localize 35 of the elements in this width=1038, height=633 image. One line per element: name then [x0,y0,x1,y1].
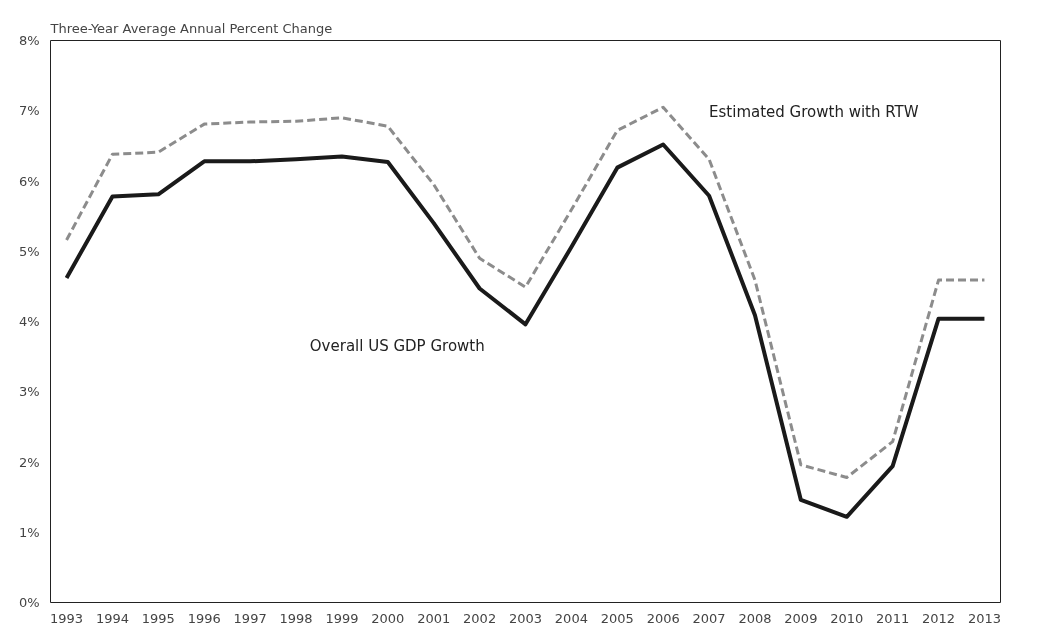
x-tick-label: 2010 [830,610,864,626]
x-tick-label: 2004 [554,610,588,626]
x-tick-label: 1996 [187,610,221,626]
x-tick-label: 2006 [646,610,680,626]
x-tick-label: 1997 [233,610,267,626]
x-tick-label: 2001 [417,610,451,626]
x-tick-label: 2008 [738,610,772,626]
x-tick-label: 2009 [784,610,818,626]
x-tick-label: 2000 [371,610,405,626]
y-tick-label: 8% [18,33,40,48]
x-tick-label: 1995 [141,610,175,626]
y-tick-label: 5% [18,243,40,259]
x-tick-label: 2003 [508,610,543,626]
y-tick-label: 4% [18,314,40,329]
series-label: Estimated Growth with RTW [709,102,919,121]
line-series [64,142,987,519]
x-tick-label: 1994 [95,610,130,626]
y-tick-label: 1% [18,524,40,540]
text: Overall US GDP Growth [309,337,485,356]
x-tick-label: 2005 [600,610,634,626]
x-tick-label: 1999 [325,610,359,626]
y-tick-label: 7% [18,103,40,119]
x-tick-label: 2013 [967,610,1001,626]
y-tick-label: 3% [18,384,40,400]
y-tick-label: 6% [18,173,40,189]
x-tick-label: 2011 [876,610,910,626]
x-tick-label: 2002 [463,610,497,626]
x-tick-label: 2007 [692,610,726,626]
y-tick-label: 0% [18,595,40,610]
line-series [65,105,986,479]
x-tick-label: 1998 [279,610,313,626]
chart-title: Three-Year Average Annual Percent Change [49,20,333,36]
x-tick-label: 1993 [50,610,84,626]
y-tick-label: 2% [18,454,40,470]
x-tick-label: 2012 [922,610,956,626]
